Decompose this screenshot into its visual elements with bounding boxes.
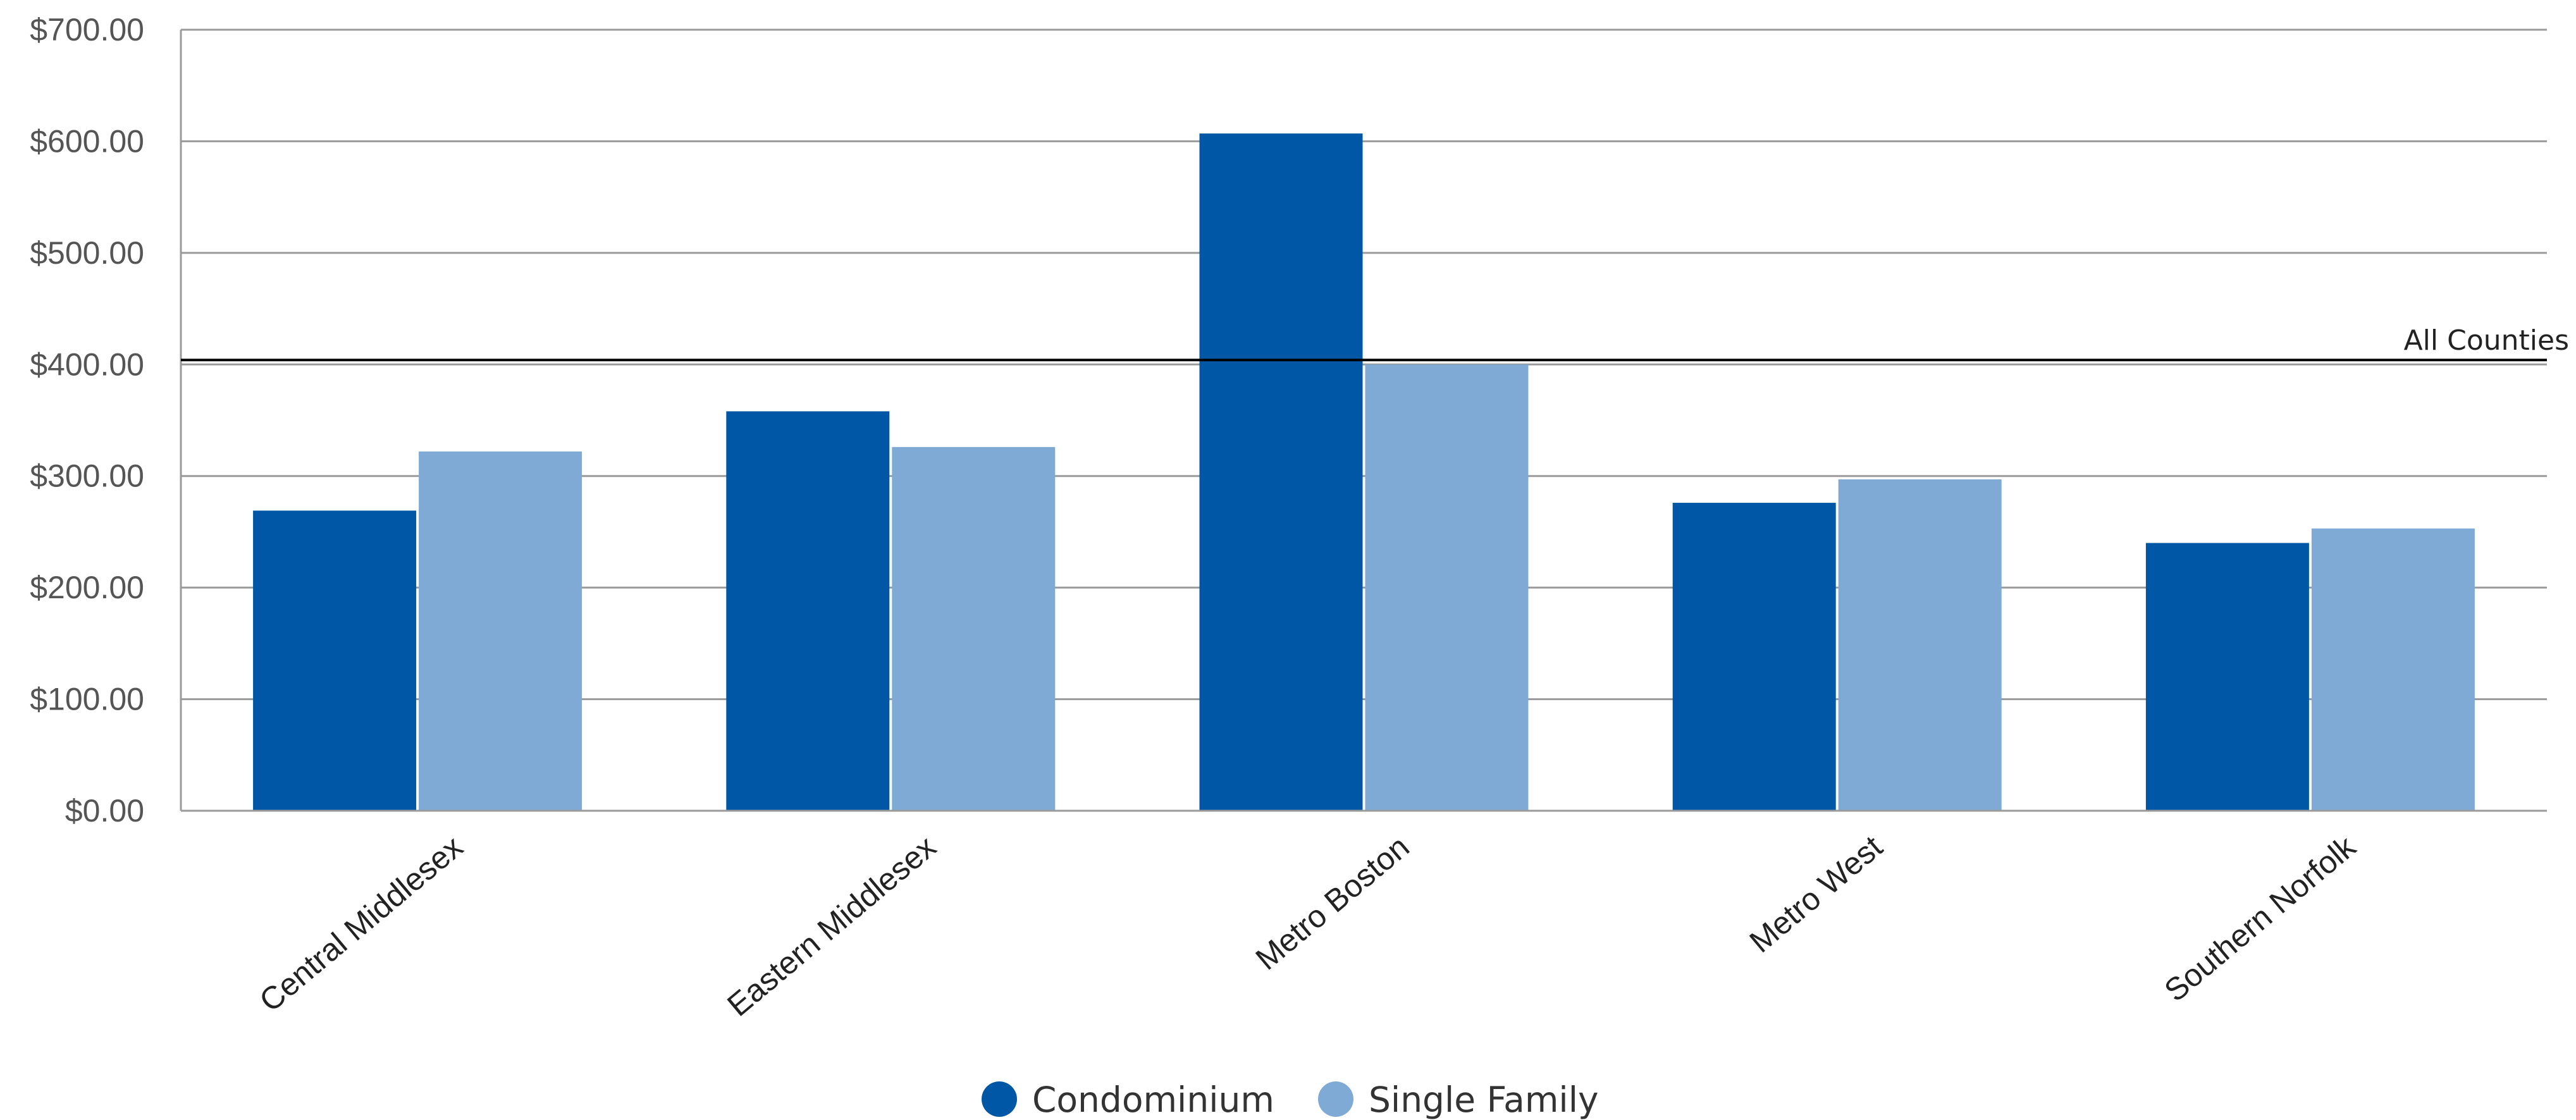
x-axis-category-labels: Central Middlesex Eastern Middlesex Metro … xyxy=(253,828,2363,1023)
y-axis-ticks: $0.00 $100.00 $200.00 $300.00 $400.00 $500.00… xyxy=(30,12,144,828)
bar-condominium-central-middlesex[interactable] xyxy=(253,510,417,811)
legend-swatch xyxy=(1318,1081,1353,1117)
y-tick-label: $100.00 xyxy=(30,682,144,717)
bar-single-family-central-middlesex[interactable] xyxy=(419,451,582,811)
x-category-label: Metro Boston xyxy=(1249,829,1416,977)
bar-single-family-eastern-middlesex[interactable] xyxy=(892,446,1056,811)
bar-condominium-eastern-middlesex[interactable] xyxy=(726,411,890,811)
x-category-label: Southern Norfolk xyxy=(2158,828,2363,1009)
bar-single-family-metro-boston[interactable] xyxy=(1365,364,1529,811)
y-tick-label: $500.00 xyxy=(30,235,144,271)
y-tick-label: $700.00 xyxy=(30,12,144,47)
y-tick-label: $200.00 xyxy=(30,570,144,605)
bar-condominium-metro-boston[interactable] xyxy=(1199,133,1363,811)
y-tick-label: $300.00 xyxy=(30,458,144,494)
bar-condominium-southern-norfolk[interactable] xyxy=(2145,543,2309,811)
x-category-label: Eastern Middlesex xyxy=(720,829,942,1023)
reference-line-group: All Counties xyxy=(181,324,2569,362)
bars xyxy=(253,133,2475,811)
y-tick-label: $0.00 xyxy=(65,793,144,828)
x-category-label: Metro West xyxy=(1743,828,1889,959)
legend-label[interactable]: Condominium xyxy=(1032,1080,1274,1120)
reference-line-label: All Counties xyxy=(2404,324,2569,357)
bar-condominium-metro-west[interactable] xyxy=(1672,503,1836,811)
x-category-label: Central Middlesex xyxy=(253,829,470,1019)
legend-swatch xyxy=(982,1081,1017,1117)
bar-single-family-southern-norfolk[interactable] xyxy=(2311,528,2475,811)
legend: Condominium Single Family xyxy=(982,1080,1599,1120)
y-tick-label: $600.00 xyxy=(30,123,144,159)
legend-label[interactable]: Single Family xyxy=(1369,1080,1599,1120)
bar-single-family-metro-west[interactable] xyxy=(1838,479,2002,811)
y-tick-label: $400.00 xyxy=(30,347,144,382)
axes xyxy=(180,30,2547,812)
